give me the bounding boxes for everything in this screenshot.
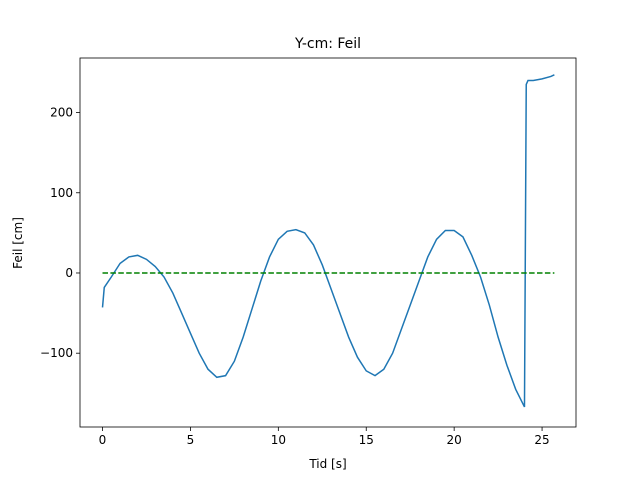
y-axis-label: Feil [cm] [11, 217, 25, 269]
x-tick-label: 0 [99, 433, 107, 447]
data-line [101, 74, 555, 408]
chart-title: Y-cm: Feil [294, 36, 361, 52]
x-axis-label: Tid [s] [308, 457, 346, 471]
x-tick-label: 25 [534, 433, 549, 447]
y-tick-label: 0 [65, 266, 73, 280]
x-tick-label: 10 [271, 433, 286, 447]
x-tick-label: 15 [359, 433, 374, 447]
y-tick-label: −100 [40, 346, 73, 360]
y-tick-label: 100 [50, 186, 73, 200]
x-tick-label: 20 [447, 433, 462, 447]
x-tick-label: 5 [187, 433, 195, 447]
plot-frame [79, 57, 577, 428]
y-tick-label: 200 [50, 106, 73, 120]
